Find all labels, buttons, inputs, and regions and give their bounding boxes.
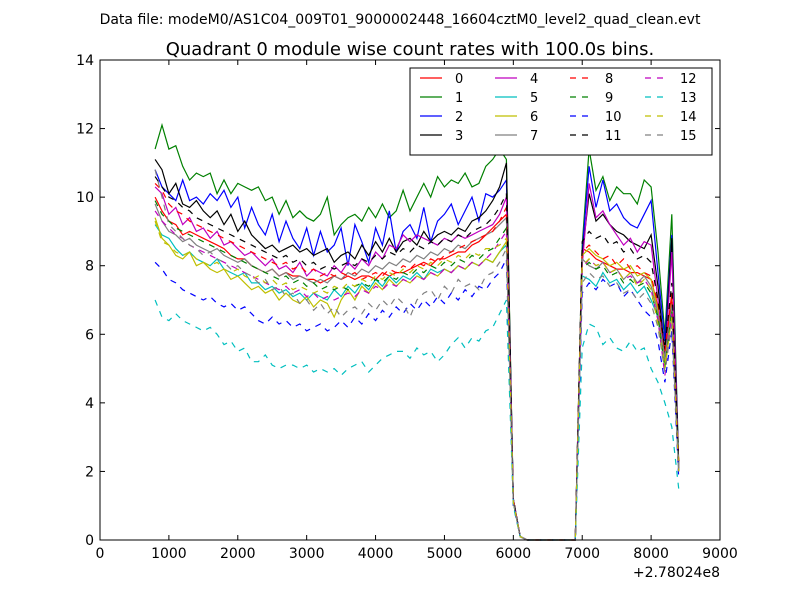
x-tick-label: 7000 xyxy=(564,546,600,562)
x-tick-label: 4000 xyxy=(358,546,394,562)
y-tick-label: 14 xyxy=(76,53,94,69)
series-line-1 xyxy=(154,122,680,541)
legend-label-10: 10 xyxy=(605,110,622,125)
series-line-0 xyxy=(154,196,680,541)
y-tick-label: 10 xyxy=(76,190,94,206)
legend-label-15: 15 xyxy=(680,129,697,144)
series-line-7 xyxy=(154,203,680,541)
x-tick-label: 0 xyxy=(96,546,105,562)
series-line-3 xyxy=(154,159,680,541)
x-tick-label: 5000 xyxy=(427,546,463,562)
series-line-15 xyxy=(154,169,680,541)
legend-label-8: 8 xyxy=(605,72,613,87)
y-tick-label: 6 xyxy=(85,327,94,343)
legend-label-11: 11 xyxy=(605,129,622,144)
legend-label-5: 5 xyxy=(530,91,538,106)
series-line-11 xyxy=(154,176,680,541)
x-tick-label: 2000 xyxy=(220,546,256,562)
y-tick-label: 2 xyxy=(85,464,94,480)
plot-lines xyxy=(154,122,680,541)
legend-label-0: 0 xyxy=(455,72,463,87)
series-line-12 xyxy=(154,210,680,541)
y-tick-label: 12 xyxy=(76,122,94,138)
legend-label-6: 6 xyxy=(530,110,538,125)
series-line-2 xyxy=(154,166,680,541)
series-line-13 xyxy=(154,299,680,541)
legend-label-3: 3 xyxy=(455,129,463,144)
x-tick-label: 8000 xyxy=(633,546,669,562)
series-line-8 xyxy=(154,182,680,541)
x-tick-label: 1000 xyxy=(151,546,187,562)
legend-label-4: 4 xyxy=(530,72,538,87)
x-tick-label: 6000 xyxy=(496,546,532,562)
x-offset-label: +2.78024e8 xyxy=(633,565,720,581)
y-tick-label: 4 xyxy=(85,396,94,412)
x-tick-label: 3000 xyxy=(289,546,325,562)
series-line-6 xyxy=(154,217,680,541)
axis-ticks: 0 1000 2000 3000 4000 5000 6000 7000 8000 9000 0 2 4… xyxy=(76,53,738,562)
chart-suptitle: Data file: modeM0/AS1C04_009T01_90000024… xyxy=(100,12,701,28)
y-tick-label: 8 xyxy=(85,259,94,275)
legend-label-1: 1 xyxy=(455,91,463,106)
y-tick-label: 0 xyxy=(85,533,94,549)
series-line-14 xyxy=(154,220,680,541)
series-line-9 xyxy=(154,200,680,541)
legend-label-13: 13 xyxy=(680,91,697,106)
x-tick-label: 9000 xyxy=(702,546,738,562)
series-line-4 xyxy=(154,183,680,541)
legend-box xyxy=(409,67,713,156)
plot-frame xyxy=(99,59,721,541)
legend-label-14: 14 xyxy=(680,110,697,125)
series-line-5 xyxy=(154,224,680,541)
series-line-10 xyxy=(154,258,680,541)
chart-title: Quadrant 0 module wise count rates with … xyxy=(166,39,655,60)
legend-label-9: 9 xyxy=(605,91,613,106)
legend-label-12: 12 xyxy=(680,72,697,87)
legend-label-7: 7 xyxy=(530,129,538,144)
legend-label-2: 2 xyxy=(455,110,463,125)
